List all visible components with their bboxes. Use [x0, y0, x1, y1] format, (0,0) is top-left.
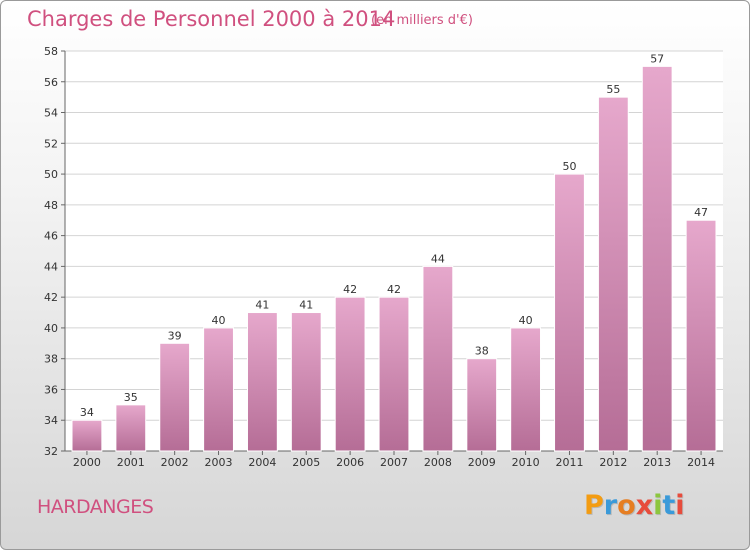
y-tick-label: 54	[44, 107, 58, 120]
y-tick-label: 56	[44, 76, 58, 89]
bar	[641, 65, 673, 452]
brand-letter: i	[653, 490, 663, 521]
brand-letter: x	[635, 490, 654, 521]
data-label: 57	[650, 52, 664, 65]
y-tick-label: 36	[44, 383, 58, 396]
y-tick-label: 34	[44, 414, 58, 427]
bar	[378, 296, 410, 452]
x-tick-label: 2009	[468, 456, 496, 469]
bar	[290, 312, 322, 452]
x-tick-label: 2011	[555, 456, 583, 469]
y-tick-label: 48	[44, 199, 58, 212]
proxiti-logo: Proxiti	[584, 490, 685, 521]
bar	[510, 327, 542, 452]
x-tick-label: 2004	[248, 456, 276, 469]
brand-letter: o	[617, 490, 636, 521]
bar	[246, 312, 278, 452]
bar	[685, 219, 717, 452]
bar	[159, 342, 191, 452]
data-label: 34	[80, 406, 94, 419]
bar	[334, 296, 366, 452]
data-label: 39	[168, 329, 182, 342]
y-tick-label: 50	[44, 168, 58, 181]
brand-letter: t	[662, 490, 676, 521]
bar	[554, 173, 585, 452]
y-tick-label: 40	[44, 322, 58, 335]
y-tick-label: 58	[44, 45, 58, 58]
x-tick-label: 2007	[380, 456, 408, 469]
bar	[422, 265, 454, 452]
x-tick-label: 2012	[599, 456, 627, 469]
x-tick-label: 2005	[292, 456, 320, 469]
data-label: 35	[124, 391, 138, 404]
y-tick-label: 32	[44, 445, 58, 458]
bar	[71, 419, 103, 452]
y-tick-label: 42	[44, 291, 58, 304]
bar	[203, 327, 234, 452]
data-label: 41	[299, 299, 313, 312]
x-tick-label: 2008	[424, 456, 452, 469]
y-tick-label: 44	[44, 260, 58, 273]
bar	[466, 358, 498, 452]
x-tick-label: 2010	[512, 456, 540, 469]
data-label: 41	[255, 299, 269, 312]
data-label: 40	[212, 314, 226, 327]
x-tick-label: 2013	[643, 456, 671, 469]
x-tick-label: 2000	[73, 456, 101, 469]
place-name: HARDANGES	[37, 496, 154, 518]
x-tick-label: 2002	[161, 456, 189, 469]
data-label: 55	[606, 83, 620, 96]
y-tick-label: 46	[44, 230, 58, 243]
bar	[115, 404, 147, 452]
y-tick-label: 52	[44, 137, 58, 150]
bar	[597, 96, 629, 452]
data-label: 47	[694, 206, 708, 219]
chart-subtitle: (en milliers d'€)	[371, 13, 473, 28]
x-tick-label: 2003	[205, 456, 233, 469]
x-tick-label: 2006	[336, 456, 364, 469]
data-label: 38	[475, 345, 489, 358]
brand-letter: i	[675, 490, 685, 521]
data-label: 42	[387, 283, 401, 296]
brand-letter: r	[603, 490, 618, 521]
data-label: 40	[519, 314, 533, 327]
data-label: 42	[343, 283, 357, 296]
y-tick-label: 38	[44, 353, 58, 366]
data-label: 44	[431, 252, 445, 265]
chart-title: Charges de Personnel 2000 à 2014	[27, 7, 396, 31]
x-tick-label: 2001	[117, 456, 145, 469]
brand-letter: P	[584, 490, 604, 521]
data-label: 50	[562, 160, 576, 173]
x-tick-label: 2014	[687, 456, 715, 469]
